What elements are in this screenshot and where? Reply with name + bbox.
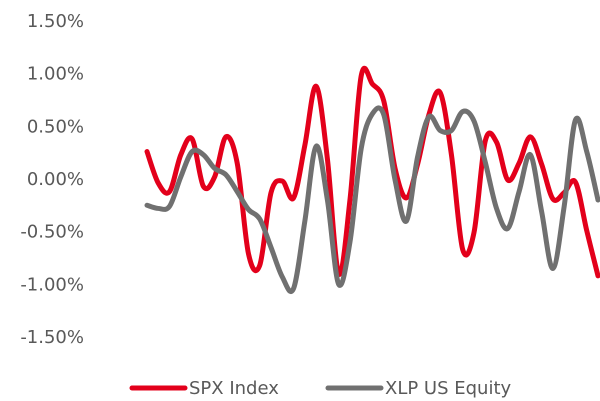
y-tick-label: -1.00% bbox=[20, 274, 84, 295]
y-tick-label: -1.50% bbox=[20, 327, 84, 348]
y-tick-label: 0.50% bbox=[27, 116, 84, 137]
line bbox=[144, 105, 600, 295]
legend-label: SPX Index bbox=[189, 378, 279, 399]
line bbox=[144, 65, 600, 279]
y-tick-label: 1.00% bbox=[27, 64, 84, 85]
y-tick-label: -0.50% bbox=[20, 222, 84, 243]
legend-label: XLP US Equity bbox=[385, 378, 512, 399]
y-tick-label: 0.00% bbox=[27, 169, 84, 190]
y-tick-label: 1.50% bbox=[27, 11, 84, 32]
